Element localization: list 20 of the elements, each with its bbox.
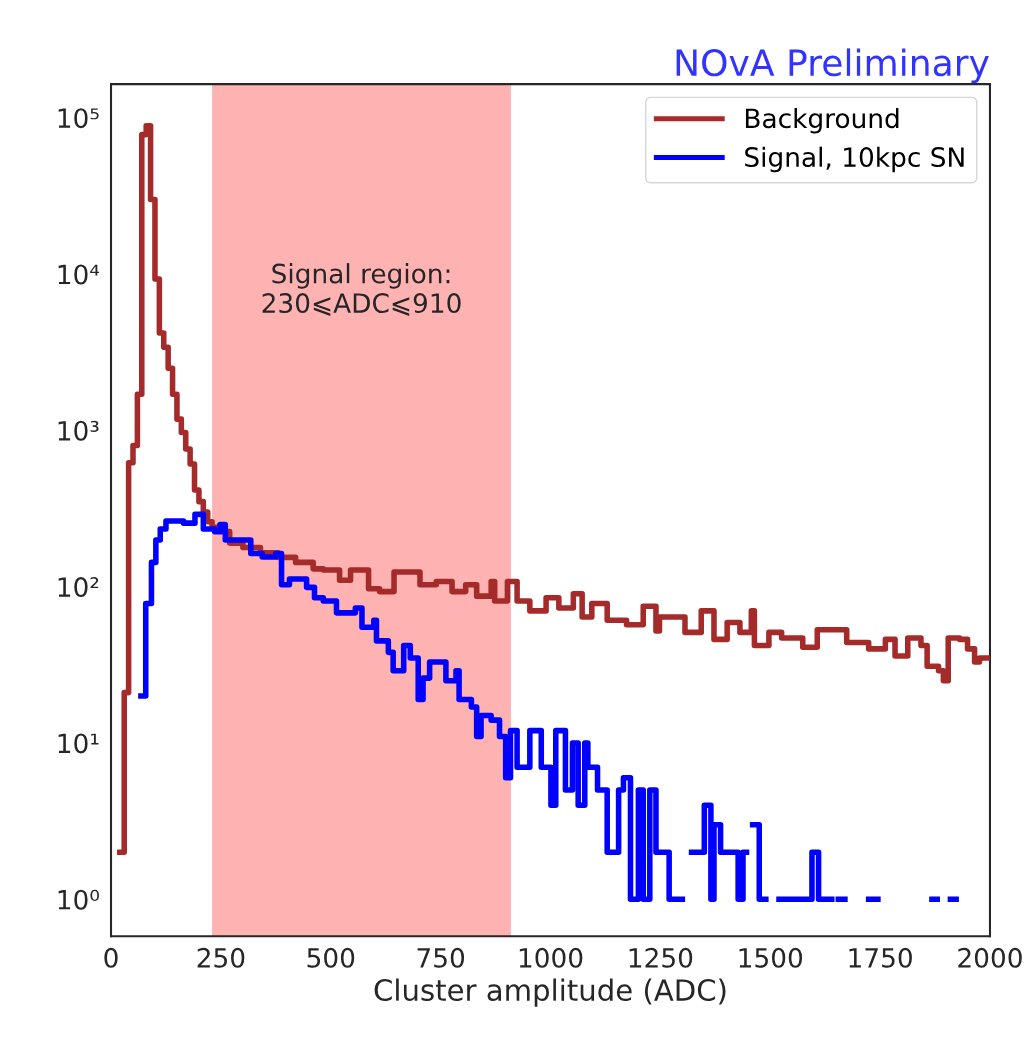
y-tick-label: 10²	[58, 577, 99, 598]
x-tick-label: 750	[417, 947, 465, 968]
legend-label: Background	[745, 107, 899, 134]
x-tick-label: 500	[307, 947, 355, 968]
y-tick-label: 10⁰	[58, 889, 99, 910]
x-tick-label: 250	[197, 947, 245, 968]
y-tick-label: 10¹	[58, 733, 99, 754]
y-tick-label: 10⁴	[58, 264, 100, 285]
y-tick-label: 10³	[58, 420, 99, 441]
x-tick-label: 2000	[958, 947, 1022, 968]
x-tick-label: 1500	[739, 947, 803, 968]
x-tick-label: 0	[104, 947, 118, 968]
x-tick-label: 1750	[849, 947, 912, 968]
y-tick-label: 10⁵	[58, 108, 99, 129]
annotation: Signal region: 230⩽ADC⩽910	[262, 263, 461, 316]
chart-title: NOvA Preliminary	[676, 48, 989, 84]
legend-label: Signal, 10kpc SN	[745, 146, 964, 173]
x-tick-label: 1250	[629, 947, 693, 968]
x-axis-title: Cluster amplitude (ADC)	[374, 978, 726, 1007]
x-tick-label: 1000	[519, 947, 583, 968]
